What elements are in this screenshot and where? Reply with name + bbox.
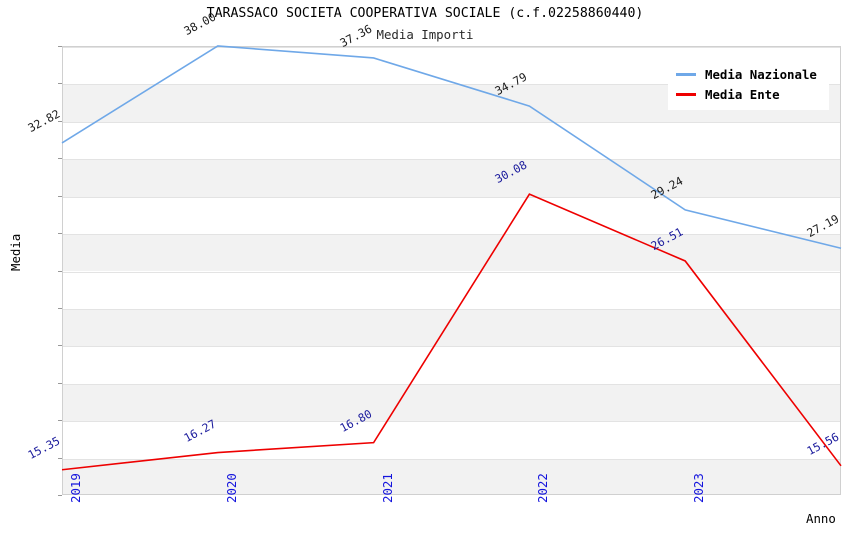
gridline <box>63 271 840 273</box>
band <box>63 159 840 197</box>
gridline <box>63 234 840 236</box>
y-tick-mark <box>58 233 62 235</box>
x-tick-label: 2021 <box>379 473 395 503</box>
x-axis-label: Anno <box>806 511 836 526</box>
gridline <box>63 421 840 423</box>
legend-color-swatch <box>676 92 696 96</box>
gridline <box>63 346 840 348</box>
band <box>63 383 840 422</box>
y-axis-label: Media <box>8 233 23 271</box>
y-tick-mark <box>58 120 62 122</box>
point-label: 32.82 <box>25 106 63 135</box>
x-tick-label: 2023 <box>691 473 707 503</box>
legend-color-swatch <box>676 72 696 76</box>
band <box>63 308 840 347</box>
gridline <box>63 121 840 123</box>
chart-subtitle: Media Importi <box>376 27 474 42</box>
y-tick-mark <box>58 83 62 85</box>
y-tick-mark <box>58 307 62 309</box>
gridline <box>63 308 840 310</box>
x-tick-label: 2019 <box>68 473 83 503</box>
y-tick-mark <box>58 420 62 422</box>
plot-area <box>62 46 841 495</box>
point-label: 15.35 <box>25 433 63 462</box>
x-tick-label: 2022 <box>535 473 551 503</box>
gridline <box>63 458 840 460</box>
gridline <box>63 47 840 48</box>
band <box>63 458 840 494</box>
legend-item[interactable]: Media Ente <box>676 84 817 104</box>
y-tick-mark <box>58 46 62 47</box>
legend-label: Media Ente <box>705 86 780 102</box>
y-tick-mark <box>58 345 62 347</box>
legend-label: Media Nazionale <box>705 66 817 82</box>
y-tick-mark <box>58 195 62 197</box>
band <box>63 234 840 272</box>
y-tick-mark <box>58 495 62 496</box>
y-tick-mark <box>58 382 62 384</box>
chart-legend: Media Nazionale Media Ente <box>668 58 829 110</box>
y-tick-mark <box>58 457 62 459</box>
x-tick-label: 2020 <box>223 473 239 503</box>
y-tick-mark <box>58 270 62 272</box>
legend-item[interactable]: Media Nazionale <box>676 64 817 84</box>
gridline <box>63 383 840 385</box>
chart-title: TARASSACO SOCIETA COOPERATIVA SOCIALE (c… <box>206 6 644 21</box>
gridline <box>63 159 840 161</box>
y-tick-mark <box>58 158 62 160</box>
gridline <box>63 196 840 198</box>
